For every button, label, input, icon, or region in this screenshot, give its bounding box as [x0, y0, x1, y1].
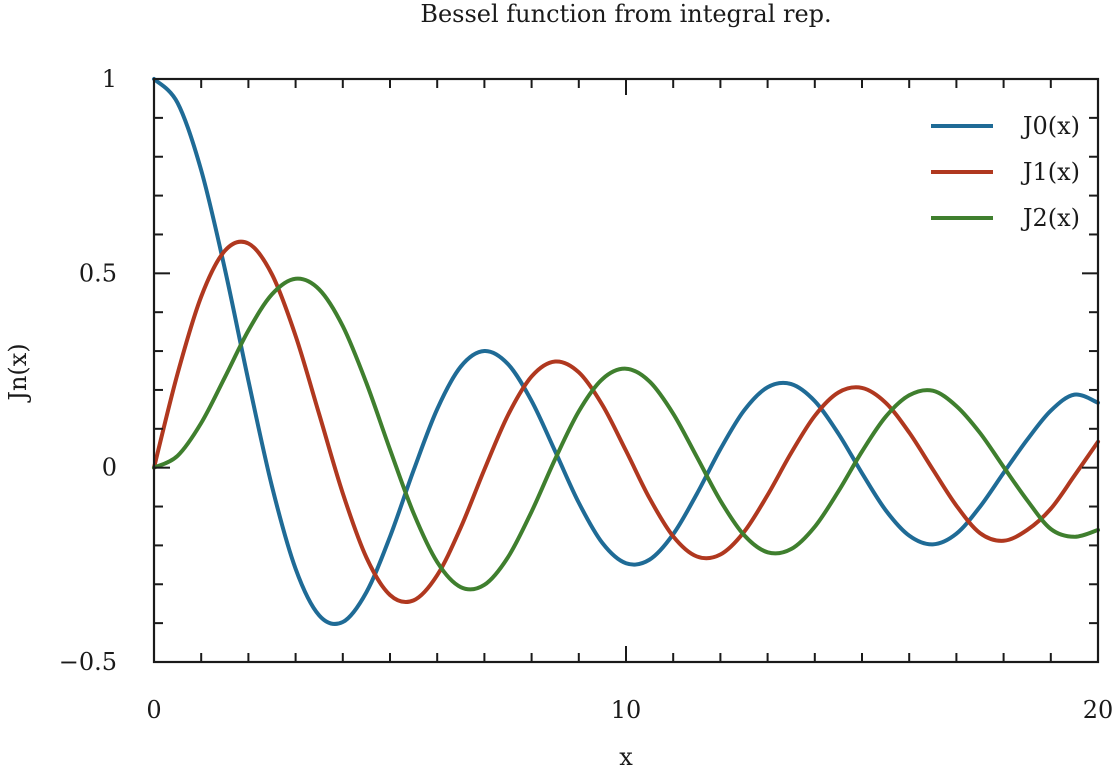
plot-frame: [152, 77, 1100, 664]
chart-title: Bessel function from integral rep.: [420, 0, 831, 28]
x-axis-label: x: [619, 743, 633, 771]
x-tick-label: 20: [1083, 696, 1113, 724]
legend: J0(x) J1(x) J2(x): [931, 112, 1080, 232]
series-line-2: [152, 276, 1100, 592]
legend-label-2: J2(x): [1020, 204, 1080, 232]
series-layer: [152, 77, 1100, 626]
y-axis-label: Jn(x): [4, 343, 32, 403]
series-line-0: [152, 77, 1100, 626]
x-tick-label: 10: [611, 696, 642, 724]
y-tick-label: 1: [102, 65, 117, 93]
legend-label-1: J1(x): [1020, 158, 1080, 186]
y-tick-label: 0: [102, 454, 117, 482]
x-tick-label: 0: [146, 696, 161, 724]
tick-labels-layer: 0 10 20 −0.5 0 0.5 1: [59, 65, 1113, 724]
y-tick-label: 0.5: [79, 259, 117, 287]
series-line-1: [152, 239, 1100, 604]
legend-label-0: J0(x): [1020, 112, 1080, 140]
y-tick-label: −0.5: [59, 648, 117, 676]
